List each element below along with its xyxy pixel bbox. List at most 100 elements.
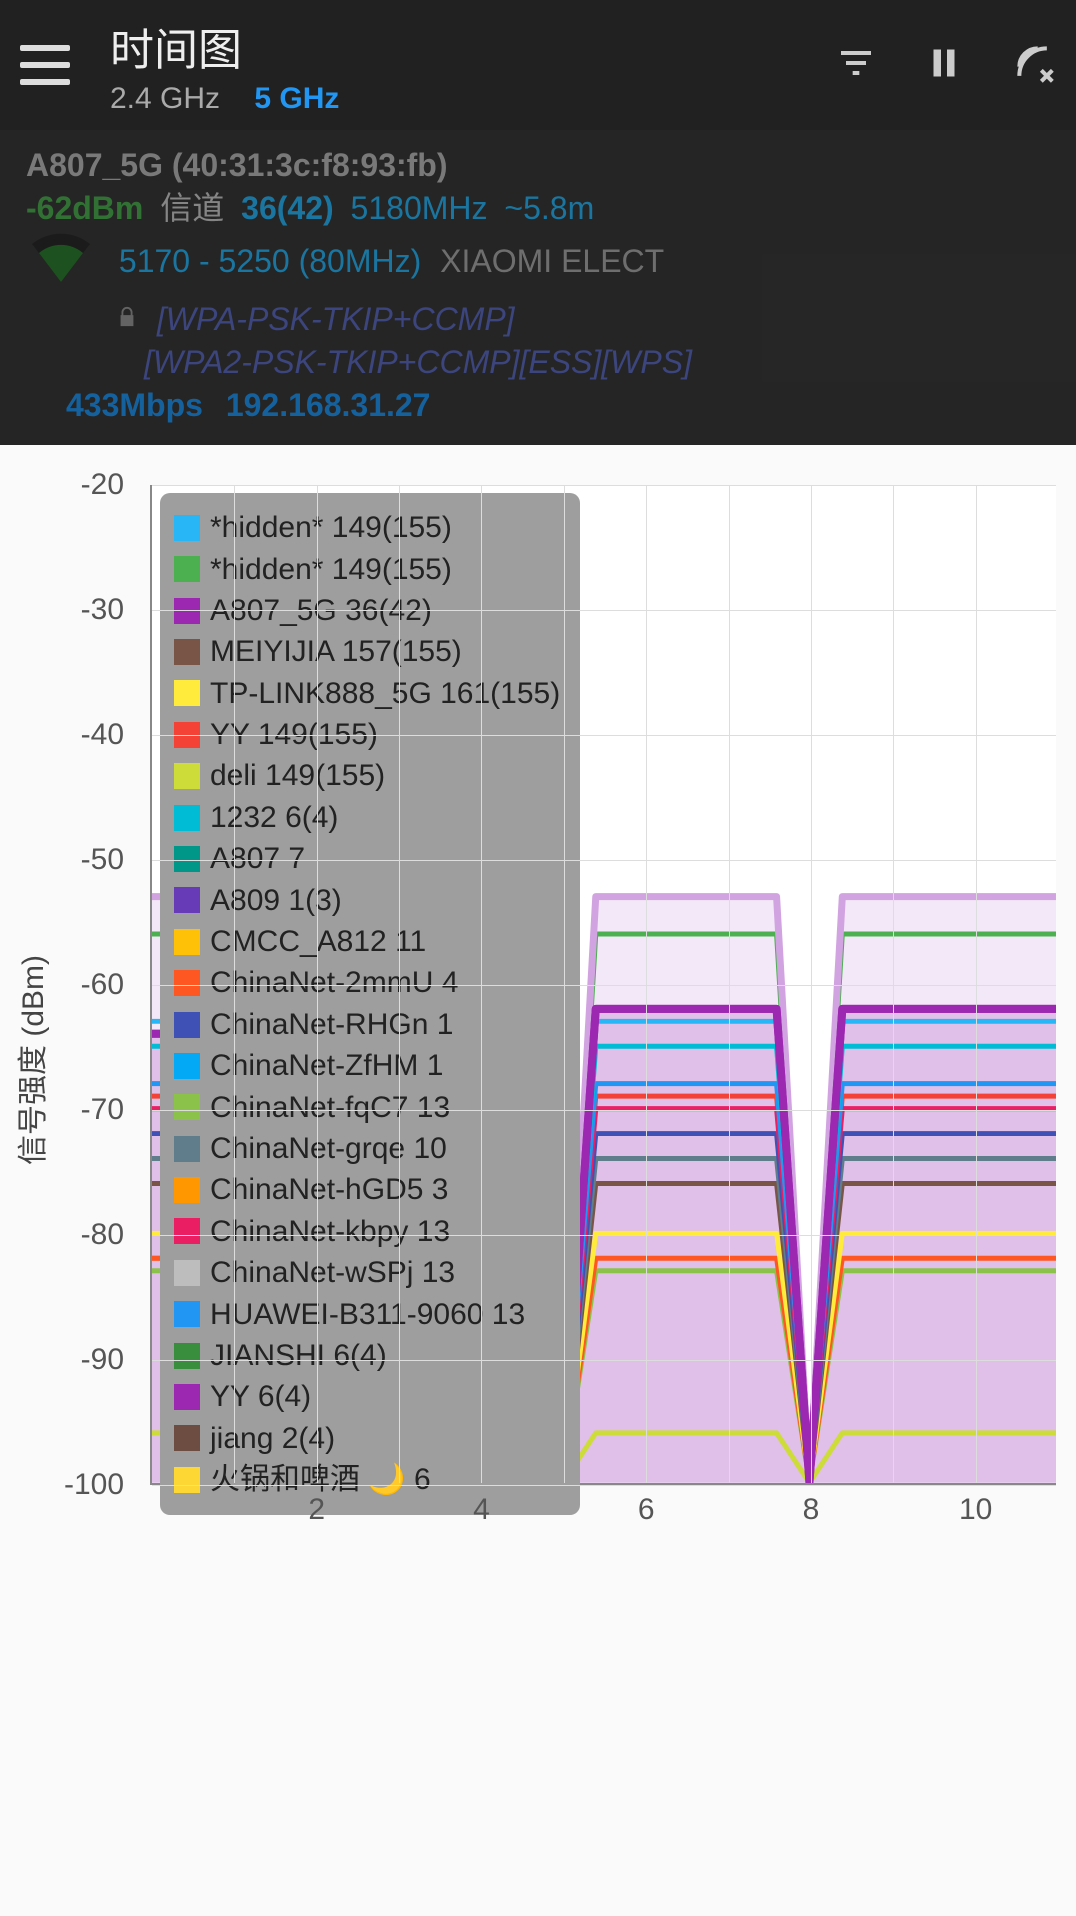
connected-panel[interactable]: A807_5G (40:31:3c:f8:93:fb) -62dBm 信道 36… [0,130,1076,445]
y-tick: -80 [44,1218,124,1252]
legend-swatch [174,846,200,872]
legend-swatch [174,556,200,582]
scan-icon[interactable] [1012,41,1056,90]
legend-item[interactable]: ChinaNet-ZfHM 1 [174,1045,560,1086]
title-block: 时间图 2.4 GHz 5 GHz [110,14,836,116]
legend-label: MEIYIJIA 157(155) [210,631,462,672]
legend-item[interactable]: A807 7 [174,838,560,879]
legend-item[interactable]: CMCC_A812 11 [174,921,560,962]
legend-swatch [174,1218,200,1244]
x-tick: 4 [473,1493,490,1527]
ssid: A807_5G [26,147,163,183]
lock-icon [116,301,147,337]
tab-5ghz[interactable]: 5 GHz [254,82,339,115]
legend-label: HUAWEI-B311-9060 13 [210,1294,525,1335]
security-line-1: [WPA-PSK-TKIP+CCMP] [157,301,515,337]
y-tick: -90 [44,1343,124,1377]
legend-swatch [174,1012,200,1038]
vendor: XIAOMI ELECT [440,243,664,279]
y-tick: -20 [44,468,124,502]
filter-icon[interactable] [836,43,876,88]
y-tick: -50 [44,843,124,877]
legend-item[interactable]: ChinaNet-grqe 10 [174,1128,560,1169]
legend-swatch [174,763,200,789]
menu-icon[interactable] [20,45,70,85]
link-speed: 433Mbps [66,387,203,423]
legend-swatch [174,1177,200,1203]
legend-label: *hidden* 149(155) [210,507,452,548]
legend-label: ChinaNet-wSPj 13 [210,1252,455,1293]
legend-swatch [174,1094,200,1120]
appbar-actions [836,41,1056,90]
tab-2_4ghz[interactable]: 2.4 GHz [110,82,220,115]
pause-icon[interactable] [926,43,962,88]
legend-swatch [174,805,200,831]
legend-item[interactable]: JIANSHI 6(4) [174,1335,560,1376]
band-tabs: 2.4 GHz 5 GHz [110,82,836,116]
legend-item[interactable]: A809 1(3) [174,880,560,921]
legend-label: deli 149(155) [210,755,385,796]
y-tick: -70 [44,1093,124,1127]
band-range: 5170 - 5250 (80MHz) [119,243,421,279]
distance: ~5.8m [504,190,594,226]
legend-swatch [174,1425,200,1451]
legend: *hidden* 149(155)*hidden* 149(155)A807_5… [160,493,580,1514]
legend-item[interactable]: *hidden* 149(155) [174,549,560,590]
x-tick: 2 [308,1493,325,1527]
bssid: (40:31:3c:f8:93:fb) [172,147,448,183]
legend-swatch [174,970,200,996]
legend-label: CMCC_A812 11 [210,921,426,962]
legend-swatch [174,1384,200,1410]
center-freq: 5180MHz [351,190,488,226]
y-tick: -60 [44,968,124,1002]
x-tick: 6 [638,1493,655,1527]
y-tick: -40 [44,718,124,752]
legend-swatch [174,639,200,665]
y-tick: -30 [44,593,124,627]
legend-swatch [174,1467,200,1493]
legend-swatch [174,515,200,541]
x-tick: 8 [803,1493,820,1527]
plot-area: *hidden* 149(155)*hidden* 149(155)A807_5… [150,485,1056,1485]
legend-label: JIANSHI 6(4) [210,1335,387,1376]
legend-item[interactable]: MEIYIJIA 157(155) [174,631,560,672]
security-line-2: [WPA2-PSK-TKIP+CCMP][ESS][WPS] [144,344,692,380]
legend-item[interactable]: ChinaNet-wSPj 13 [174,1252,560,1293]
legend-label: A807 7 [210,838,305,879]
ip-address: 192.168.31.27 [226,387,431,423]
legend-item[interactable]: ChinaNet-fqC7 13 [174,1087,560,1128]
legend-label: ChinaNet-ZfHM 1 [210,1045,443,1086]
x-tick: 10 [959,1493,992,1527]
app-bar: 时间图 2.4 GHz 5 GHz [0,0,1076,130]
legend-item[interactable]: YY 6(4) [174,1376,560,1417]
legend-label: ChinaNet-grqe 10 [210,1128,447,1169]
legend-label: A809 1(3) [210,880,342,921]
legend-item[interactable]: 1232 6(4) [174,797,560,838]
channel: 36(42) [241,190,334,226]
legend-swatch [174,1301,200,1327]
channel-label: 信道 [160,190,224,226]
legend-item[interactable]: ChinaNet-hGD5 3 [174,1169,560,1210]
legend-swatch [174,1343,200,1369]
legend-item[interactable]: HUAWEI-B311-9060 13 [174,1294,560,1335]
legend-label: ChinaNet-fqC7 13 [210,1087,450,1128]
legend-item[interactable]: deli 149(155) [174,755,560,796]
signal-dbm: -62dBm [26,190,143,226]
wifi-signal-icon [26,230,96,297]
page-title: 时间图 [110,14,836,78]
legend-item[interactable]: *hidden* 149(155) [174,507,560,548]
legend-item[interactable]: ChinaNet-2mmU 4 [174,962,560,1003]
legend-label: ChinaNet-RHGn 1 [210,1004,453,1045]
legend-item[interactable]: TP-LINK888_5G 161(155) [174,673,560,714]
legend-item[interactable]: ChinaNet-kbpy 13 [174,1211,560,1252]
legend-item[interactable]: jiang 2(4) [174,1418,560,1459]
legend-label: ChinaNet-2mmU 4 [210,962,458,1003]
legend-item[interactable]: ChinaNet-RHGn 1 [174,1004,560,1045]
legend-swatch [174,680,200,706]
legend-swatch [174,1053,200,1079]
legend-label: TP-LINK888_5G 161(155) [210,673,560,714]
legend-item[interactable]: 火锅和啤酒 🌙 6 [174,1459,560,1500]
legend-label: ChinaNet-hGD5 3 [210,1169,448,1210]
legend-label: ChinaNet-kbpy 13 [210,1211,450,1252]
legend-label: *hidden* 149(155) [210,549,452,590]
